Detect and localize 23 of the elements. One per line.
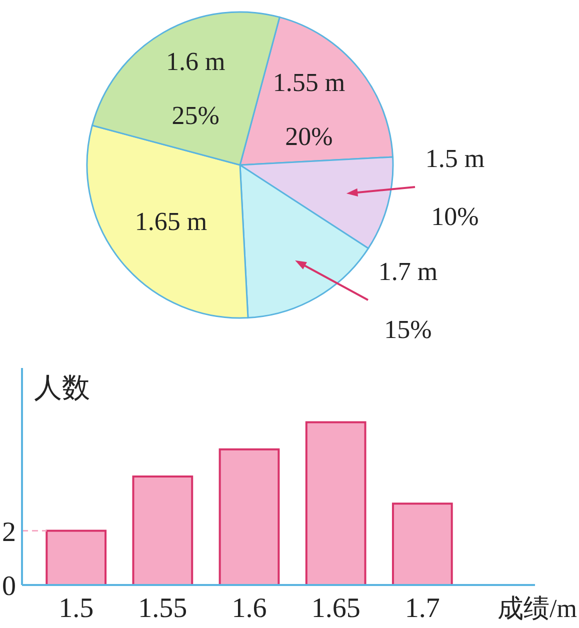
bar (218, 448, 280, 586)
slice-label: 1.7 m (378, 257, 438, 286)
y-tick-label: 0 (2, 571, 16, 602)
slice-label: 1.5 m (425, 144, 485, 173)
slice-label: 1.6 m (166, 47, 226, 76)
slice-label: 1.65 m (134, 206, 208, 236)
slice-label: 1.55 m (272, 68, 346, 98)
x-tick-label: 1.5 (58, 593, 94, 624)
y-tick-label: 2 (2, 516, 16, 548)
x-tick-label: 1.6 (232, 593, 267, 624)
y-axis-title: 人数 (34, 373, 90, 404)
x-tick-label: 1.55 (138, 593, 188, 624)
bar (305, 421, 366, 586)
bar (392, 502, 453, 586)
data-label: 25% (172, 101, 220, 130)
data-label: 15% (384, 315, 432, 344)
x-tick-label: 1.65 (311, 593, 360, 624)
data-label: 20% (285, 122, 333, 152)
bar (46, 530, 107, 586)
x-tick-label: 1.7 (404, 593, 440, 624)
bar (132, 476, 194, 586)
data-label: 10% (431, 202, 479, 231)
x-axis-title: 成绩/m (498, 594, 577, 623)
